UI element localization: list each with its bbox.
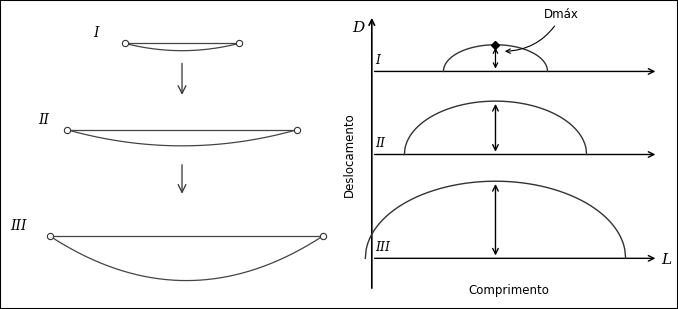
Text: D: D bbox=[353, 21, 365, 35]
Text: III: III bbox=[10, 219, 26, 233]
Text: I: I bbox=[375, 54, 380, 67]
Text: Deslocamento: Deslocamento bbox=[342, 112, 355, 197]
Text: I: I bbox=[93, 26, 98, 40]
Text: L: L bbox=[662, 253, 672, 267]
Text: II: II bbox=[375, 137, 385, 150]
Text: III: III bbox=[375, 241, 390, 254]
Text: Comprimento: Comprimento bbox=[468, 284, 549, 297]
Text: Dmáx: Dmáx bbox=[506, 8, 579, 53]
Text: II: II bbox=[39, 113, 49, 127]
